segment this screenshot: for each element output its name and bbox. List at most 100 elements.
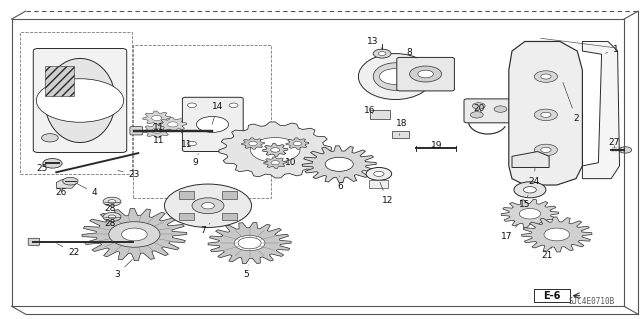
Polygon shape (82, 208, 187, 261)
FancyBboxPatch shape (222, 191, 237, 199)
Circle shape (196, 116, 228, 132)
Circle shape (122, 228, 147, 241)
Circle shape (229, 141, 238, 146)
Polygon shape (286, 138, 309, 149)
Circle shape (293, 142, 301, 145)
Text: 16: 16 (364, 106, 376, 115)
FancyBboxPatch shape (392, 131, 409, 138)
Circle shape (534, 109, 557, 121)
Circle shape (36, 79, 124, 122)
FancyBboxPatch shape (33, 48, 127, 152)
Ellipse shape (373, 63, 418, 90)
Circle shape (271, 148, 280, 152)
Polygon shape (512, 152, 549, 167)
Circle shape (520, 209, 540, 219)
Circle shape (152, 115, 162, 121)
Circle shape (250, 137, 300, 162)
Text: 11: 11 (153, 117, 164, 132)
Circle shape (238, 237, 261, 249)
Circle shape (42, 134, 58, 142)
Circle shape (366, 167, 392, 180)
Circle shape (164, 184, 252, 227)
Text: 19: 19 (431, 141, 442, 150)
Text: 1: 1 (605, 45, 618, 54)
Polygon shape (582, 41, 620, 179)
FancyBboxPatch shape (179, 213, 194, 220)
Circle shape (373, 49, 391, 58)
FancyBboxPatch shape (397, 57, 454, 91)
Text: 10: 10 (285, 158, 297, 167)
Circle shape (380, 69, 412, 85)
Circle shape (192, 198, 224, 214)
FancyBboxPatch shape (222, 213, 237, 220)
Circle shape (168, 122, 178, 127)
Circle shape (541, 112, 551, 117)
Circle shape (249, 142, 257, 145)
Text: 24: 24 (529, 167, 540, 186)
Text: 26: 26 (55, 188, 67, 197)
Text: 28: 28 (104, 202, 116, 213)
Text: 21: 21 (541, 247, 553, 260)
Polygon shape (509, 41, 582, 185)
Circle shape (534, 144, 557, 156)
Circle shape (115, 225, 154, 244)
Text: 12: 12 (380, 182, 393, 205)
Text: 18: 18 (396, 119, 408, 135)
FancyBboxPatch shape (534, 289, 570, 302)
Text: 22: 22 (57, 244, 79, 256)
Polygon shape (219, 122, 332, 178)
FancyBboxPatch shape (45, 66, 74, 96)
Polygon shape (262, 144, 288, 156)
Text: 6: 6 (338, 176, 343, 191)
Circle shape (109, 222, 160, 247)
Text: 17: 17 (501, 225, 518, 241)
Text: 7: 7 (201, 223, 210, 235)
Circle shape (544, 228, 570, 241)
Text: 5: 5 (244, 265, 249, 279)
Polygon shape (56, 179, 76, 188)
Circle shape (470, 112, 483, 118)
Text: 4: 4 (76, 183, 97, 197)
Circle shape (108, 200, 116, 204)
Polygon shape (501, 199, 559, 228)
Text: 13: 13 (367, 37, 382, 48)
Circle shape (326, 158, 353, 171)
Circle shape (541, 74, 551, 79)
FancyBboxPatch shape (370, 110, 390, 119)
Text: E-6: E-6 (543, 291, 561, 301)
Text: 15: 15 (519, 195, 531, 209)
FancyBboxPatch shape (28, 238, 40, 245)
Text: 25: 25 (36, 164, 47, 173)
Polygon shape (143, 124, 171, 138)
Text: 9: 9 (193, 154, 198, 167)
Circle shape (514, 182, 546, 198)
Circle shape (534, 71, 557, 82)
Polygon shape (264, 157, 287, 168)
FancyBboxPatch shape (179, 191, 194, 199)
FancyBboxPatch shape (369, 180, 388, 188)
Circle shape (325, 157, 353, 171)
Circle shape (378, 52, 386, 56)
Circle shape (374, 171, 384, 176)
Circle shape (410, 66, 442, 82)
Circle shape (234, 235, 265, 251)
Circle shape (202, 203, 214, 209)
FancyBboxPatch shape (182, 97, 243, 152)
Text: 27: 27 (609, 138, 620, 148)
Circle shape (619, 147, 632, 153)
Circle shape (188, 141, 196, 146)
FancyBboxPatch shape (130, 127, 143, 135)
Circle shape (541, 147, 551, 152)
Circle shape (108, 215, 116, 219)
Polygon shape (302, 146, 376, 183)
Circle shape (271, 161, 280, 165)
Text: 20: 20 (473, 104, 484, 113)
Text: 8: 8 (407, 48, 416, 58)
Circle shape (152, 128, 162, 133)
Text: 23: 23 (118, 170, 140, 179)
Circle shape (494, 106, 507, 112)
Polygon shape (241, 138, 264, 149)
Circle shape (103, 212, 121, 221)
Text: 28: 28 (104, 219, 116, 228)
Circle shape (524, 187, 536, 193)
